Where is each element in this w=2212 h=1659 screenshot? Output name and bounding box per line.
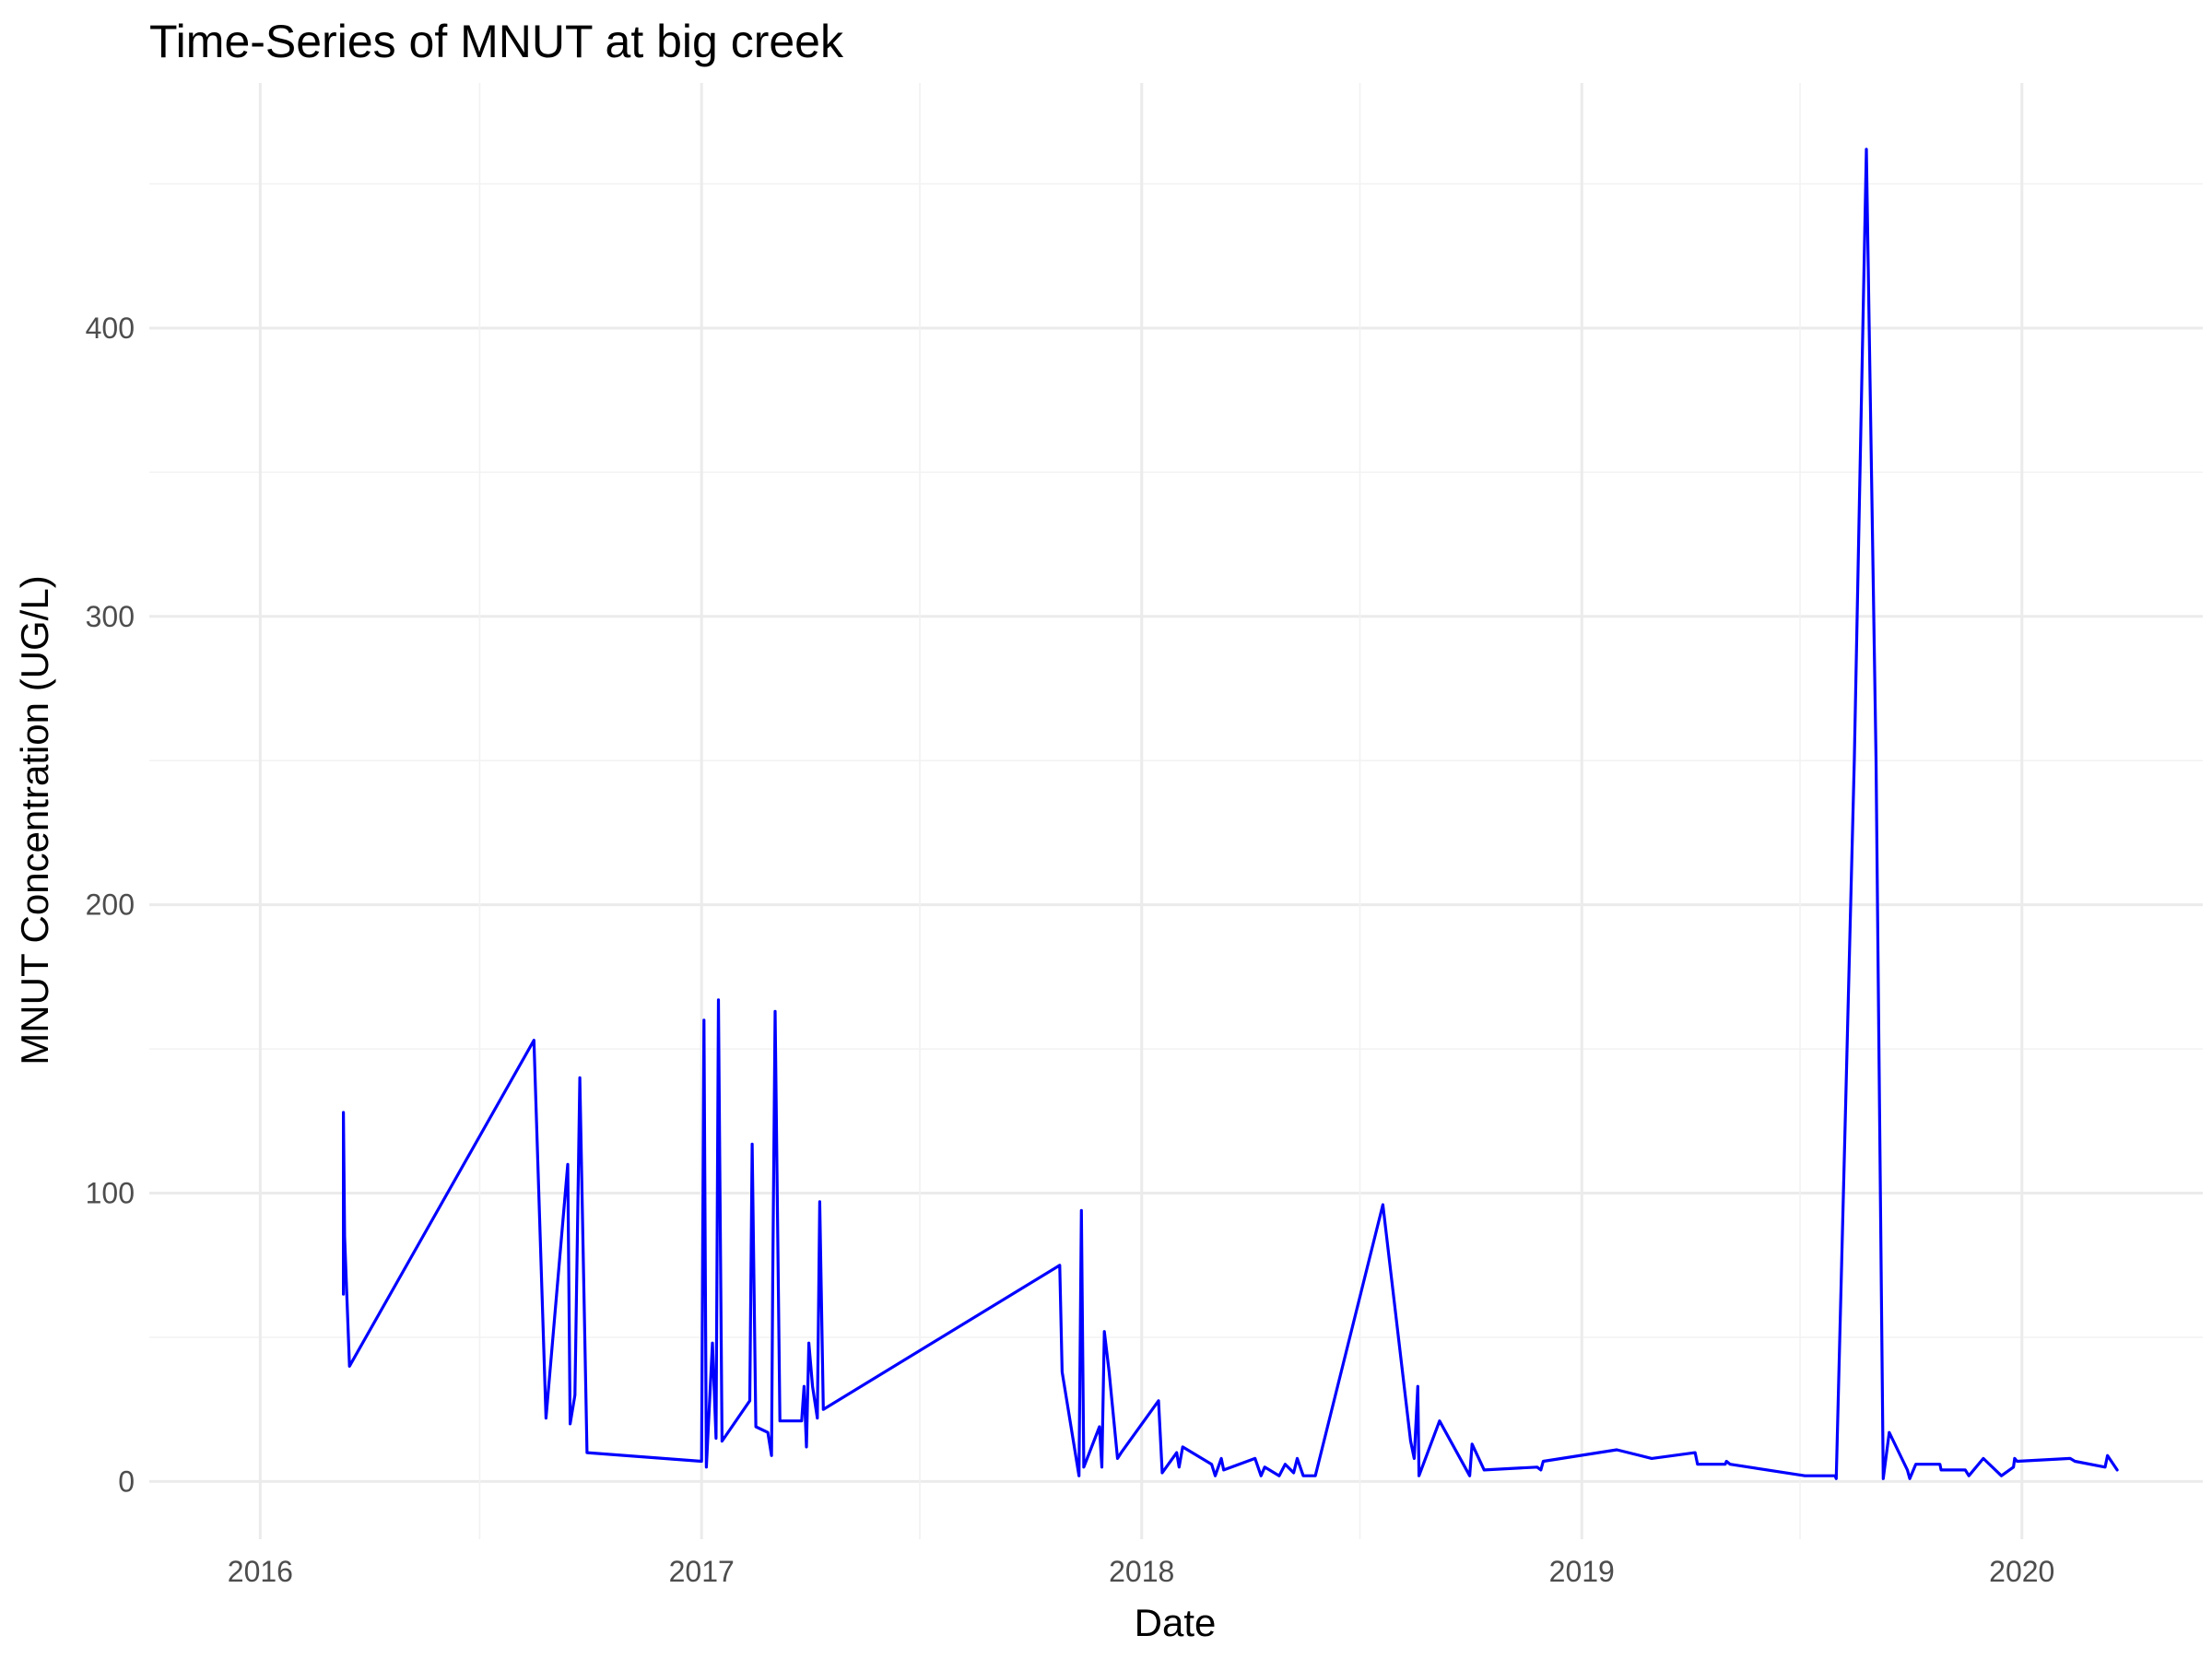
y-axis-ticks: 0 100 200 300 400 (86, 312, 135, 1498)
x-tick-label: 2016 (228, 1555, 293, 1588)
series-line (342, 147, 2119, 1480)
y-tick-label: 100 (86, 1177, 135, 1210)
x-axis-ticks: 2016 2017 2018 2019 2020 (228, 1555, 2055, 1588)
y-axis-title: MNUT Concentration (UG/L) (13, 575, 56, 1065)
y-tick-label: 200 (86, 888, 135, 922)
grid (149, 83, 2203, 1539)
y-tick-label: 300 (86, 600, 135, 633)
x-axis-title: Date (1135, 1601, 1217, 1644)
x-tick-label: 2020 (1989, 1555, 2054, 1588)
x-tick-label: 2019 (1549, 1555, 1615, 1588)
series-layer (342, 147, 2119, 1480)
y-tick-label: 400 (86, 312, 135, 345)
y-tick-label: 0 (118, 1465, 135, 1498)
x-tick-label: 2018 (1109, 1555, 1174, 1588)
x-tick-label: 2017 (669, 1555, 735, 1588)
chart-title: Time-Series of MNUT at big creek (149, 16, 844, 67)
